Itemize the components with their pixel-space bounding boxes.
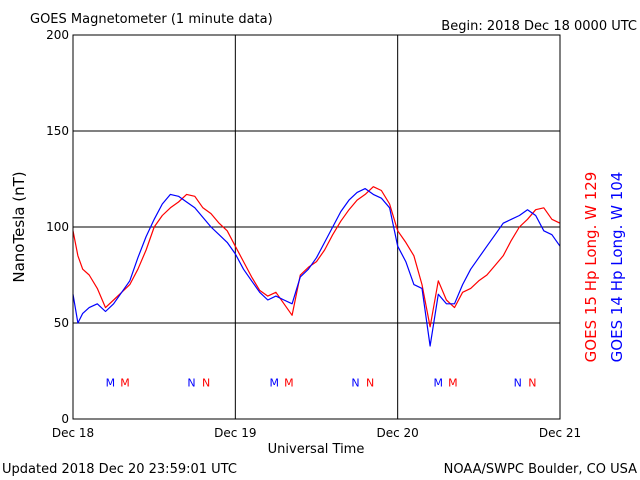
midnight-marker: M [120, 376, 130, 389]
noon-marker: N [202, 376, 210, 389]
midnight-marker: M [284, 376, 294, 389]
noon-marker: N [351, 376, 359, 389]
chart-title: GOES Magnetometer (1 minute data) [30, 12, 273, 27]
legend-goes15: GOES 15 Hp Long. W 129 [582, 172, 600, 363]
noon-marker: N [366, 376, 374, 389]
noon-marker: N [187, 376, 195, 389]
source-label: NOAA/SWPC Boulder, CO USA [444, 462, 637, 477]
plot-frame [72, 34, 561, 420]
y-tick-label: 150 [46, 124, 69, 138]
x-axis-label: Universal Time [268, 442, 365, 457]
midnight-marker: M [434, 376, 444, 389]
x-tick-label: Dec 19 [214, 426, 256, 440]
x-tick-label: Dec 21 [539, 426, 581, 440]
midnight-marker: M [270, 376, 280, 389]
midnight-marker: M [448, 376, 458, 389]
plot-grid [73, 35, 560, 419]
y-tick-label: 50 [54, 316, 69, 330]
series-line-goes14 [72, 188, 561, 347]
updated-label: Updated 2018 Dec 20 23:59:01 UTC [2, 462, 237, 477]
y-axis: 0 50 100 150 200 [46, 28, 69, 426]
x-tick-label: Dec 20 [377, 426, 419, 440]
x-tick-label: Dec 18 [52, 426, 94, 440]
noon-marker: N [528, 376, 536, 389]
x-axis: Dec 18 Dec 19 Dec 20 Dec 21 [52, 426, 581, 440]
plot-series [72, 186, 561, 347]
y-tick-label: 200 [46, 28, 69, 42]
noon-marker: N [514, 376, 522, 389]
y-tick-label: 0 [61, 412, 69, 426]
legend-goes14: GOES 14 Hp Long. W 104 [608, 172, 626, 363]
begin-label: Begin: 2018 Dec 18 0000 UTC [441, 19, 637, 34]
y-axis-label: NanoTesla (nT) [10, 171, 28, 282]
midnight-marker: M [106, 376, 116, 389]
y-tick-label: 100 [46, 220, 69, 234]
